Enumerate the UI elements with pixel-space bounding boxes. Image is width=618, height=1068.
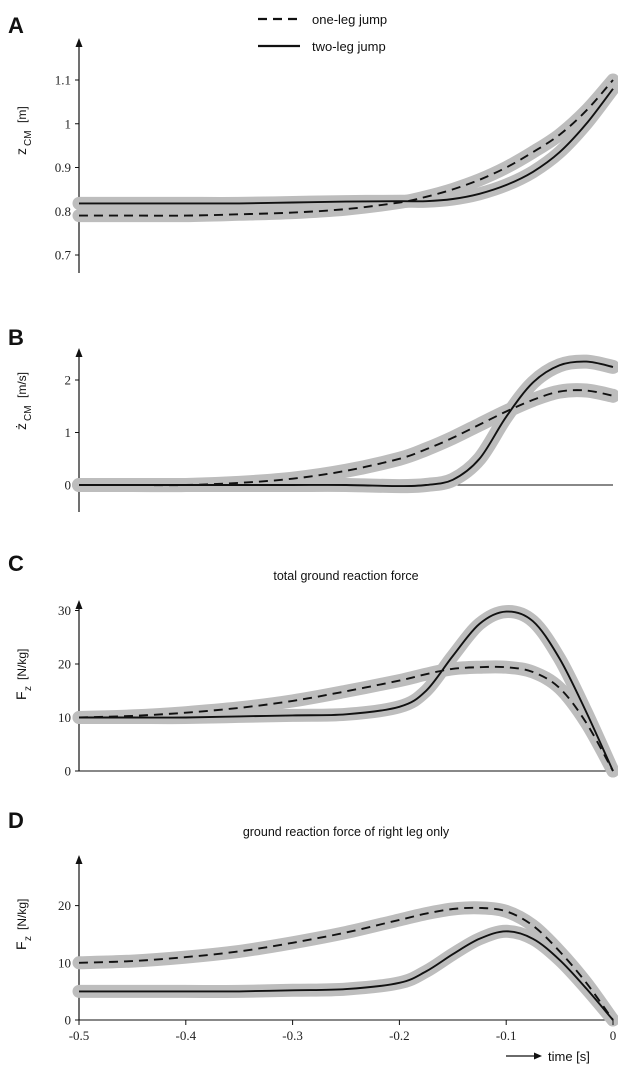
series-line-two-leg: [79, 610, 614, 772]
y-tick-label: 0: [65, 478, 72, 493]
y-label-unit: [N/kg]: [15, 899, 29, 930]
y-label-unit: [N/kg]: [15, 649, 29, 680]
y-tick-label: 0.7: [55, 248, 72, 263]
y-axis-arrow: [75, 348, 83, 357]
y-label-main: F: [13, 941, 29, 950]
y-axis-label: Fz [N/kg]: [13, 899, 34, 950]
y-tick-label: 0.8: [55, 204, 71, 219]
series-line-two-leg: [78, 930, 614, 1021]
y-label-unit: [m]: [15, 106, 29, 123]
series-line-one-leg: [78, 906, 614, 1021]
x-tick-label: -0.1: [496, 1028, 517, 1043]
series-line-two-leg: [79, 360, 614, 488]
y-label-unit: [m/s]: [15, 372, 29, 398]
y-tick-label: 2: [65, 373, 72, 388]
panel-letter-d: D: [8, 808, 24, 833]
panel-a: A 0.7 0.8 0.9 1 1.1 z CM [m]: [8, 13, 618, 273]
panel-letter-a: A: [8, 13, 24, 38]
series-line-one-leg: [79, 79, 614, 217]
x-tick-label: -0.5: [69, 1028, 90, 1043]
y-label-main: ż: [13, 423, 29, 430]
x-tick-label: -0.2: [389, 1028, 410, 1043]
y-tick-label: 30: [58, 603, 71, 618]
y-axis-arrow: [75, 855, 83, 864]
shared-x-axis: -0.5 -0.4 -0.3 -0.2 -0.1 0 time [s]: [69, 1020, 617, 1064]
x-tick-label: 0: [610, 1028, 617, 1043]
y-label-subscript: CM: [23, 405, 34, 421]
panel-title-d: ground reaction force of right leg only: [243, 825, 450, 839]
y-label-main: z: [13, 148, 29, 155]
panel-b: B 0 1 2 ż CM [m/s]: [8, 325, 618, 512]
sd-band-two-leg: [72, 924, 618, 1027]
y-tick-label: 20: [58, 657, 71, 672]
y-label-subscript: z: [23, 936, 34, 941]
panels: A 0.7 0.8 0.9 1 1.1 z CM [m] B 0 1 2 ż CM [m/s] C total g…: [8, 13, 618, 1028]
y-label-main: F: [13, 691, 29, 700]
panel-title-c: total ground reaction force: [273, 569, 418, 583]
y-axis-label: z CM [m]: [13, 106, 34, 155]
legend-label-two-leg: two-leg jump: [312, 39, 386, 54]
y-tick-label: 1.1: [55, 73, 71, 88]
y-tick-label: 0.9: [55, 160, 71, 175]
y-label-subscript: CM: [23, 130, 34, 146]
x-tick-label: -0.3: [282, 1028, 303, 1043]
series-line-two-leg: [79, 88, 614, 205]
y-tick-label: 0: [65, 1013, 72, 1028]
series-line-one-leg: [78, 665, 614, 772]
legend: one-leg jump two-leg jump: [258, 12, 387, 54]
panel-letter-b: B: [8, 325, 24, 350]
y-tick-label: 0: [65, 764, 72, 779]
panel-letter-c: C: [8, 551, 24, 576]
y-tick-label: 1: [65, 116, 72, 131]
y-tick-label: 10: [58, 955, 71, 970]
legend-label-one-leg: one-leg jump: [312, 12, 387, 27]
y-axis-arrow: [75, 600, 83, 609]
x-axis-label: time [s]: [548, 1049, 590, 1064]
y-tick-label: 10: [58, 710, 71, 725]
y-tick-label: 1: [65, 425, 72, 440]
y-axis-arrow: [75, 38, 83, 47]
y-axis-label: ż CM [m/s]: [13, 372, 34, 430]
time-arrow-head: [534, 1052, 542, 1060]
x-tick-label: -0.4: [176, 1028, 197, 1043]
y-axis-label: Fz [N/kg]: [13, 649, 34, 700]
y-tick-label: 20: [58, 898, 71, 913]
y-label-subscript: z: [23, 686, 34, 691]
